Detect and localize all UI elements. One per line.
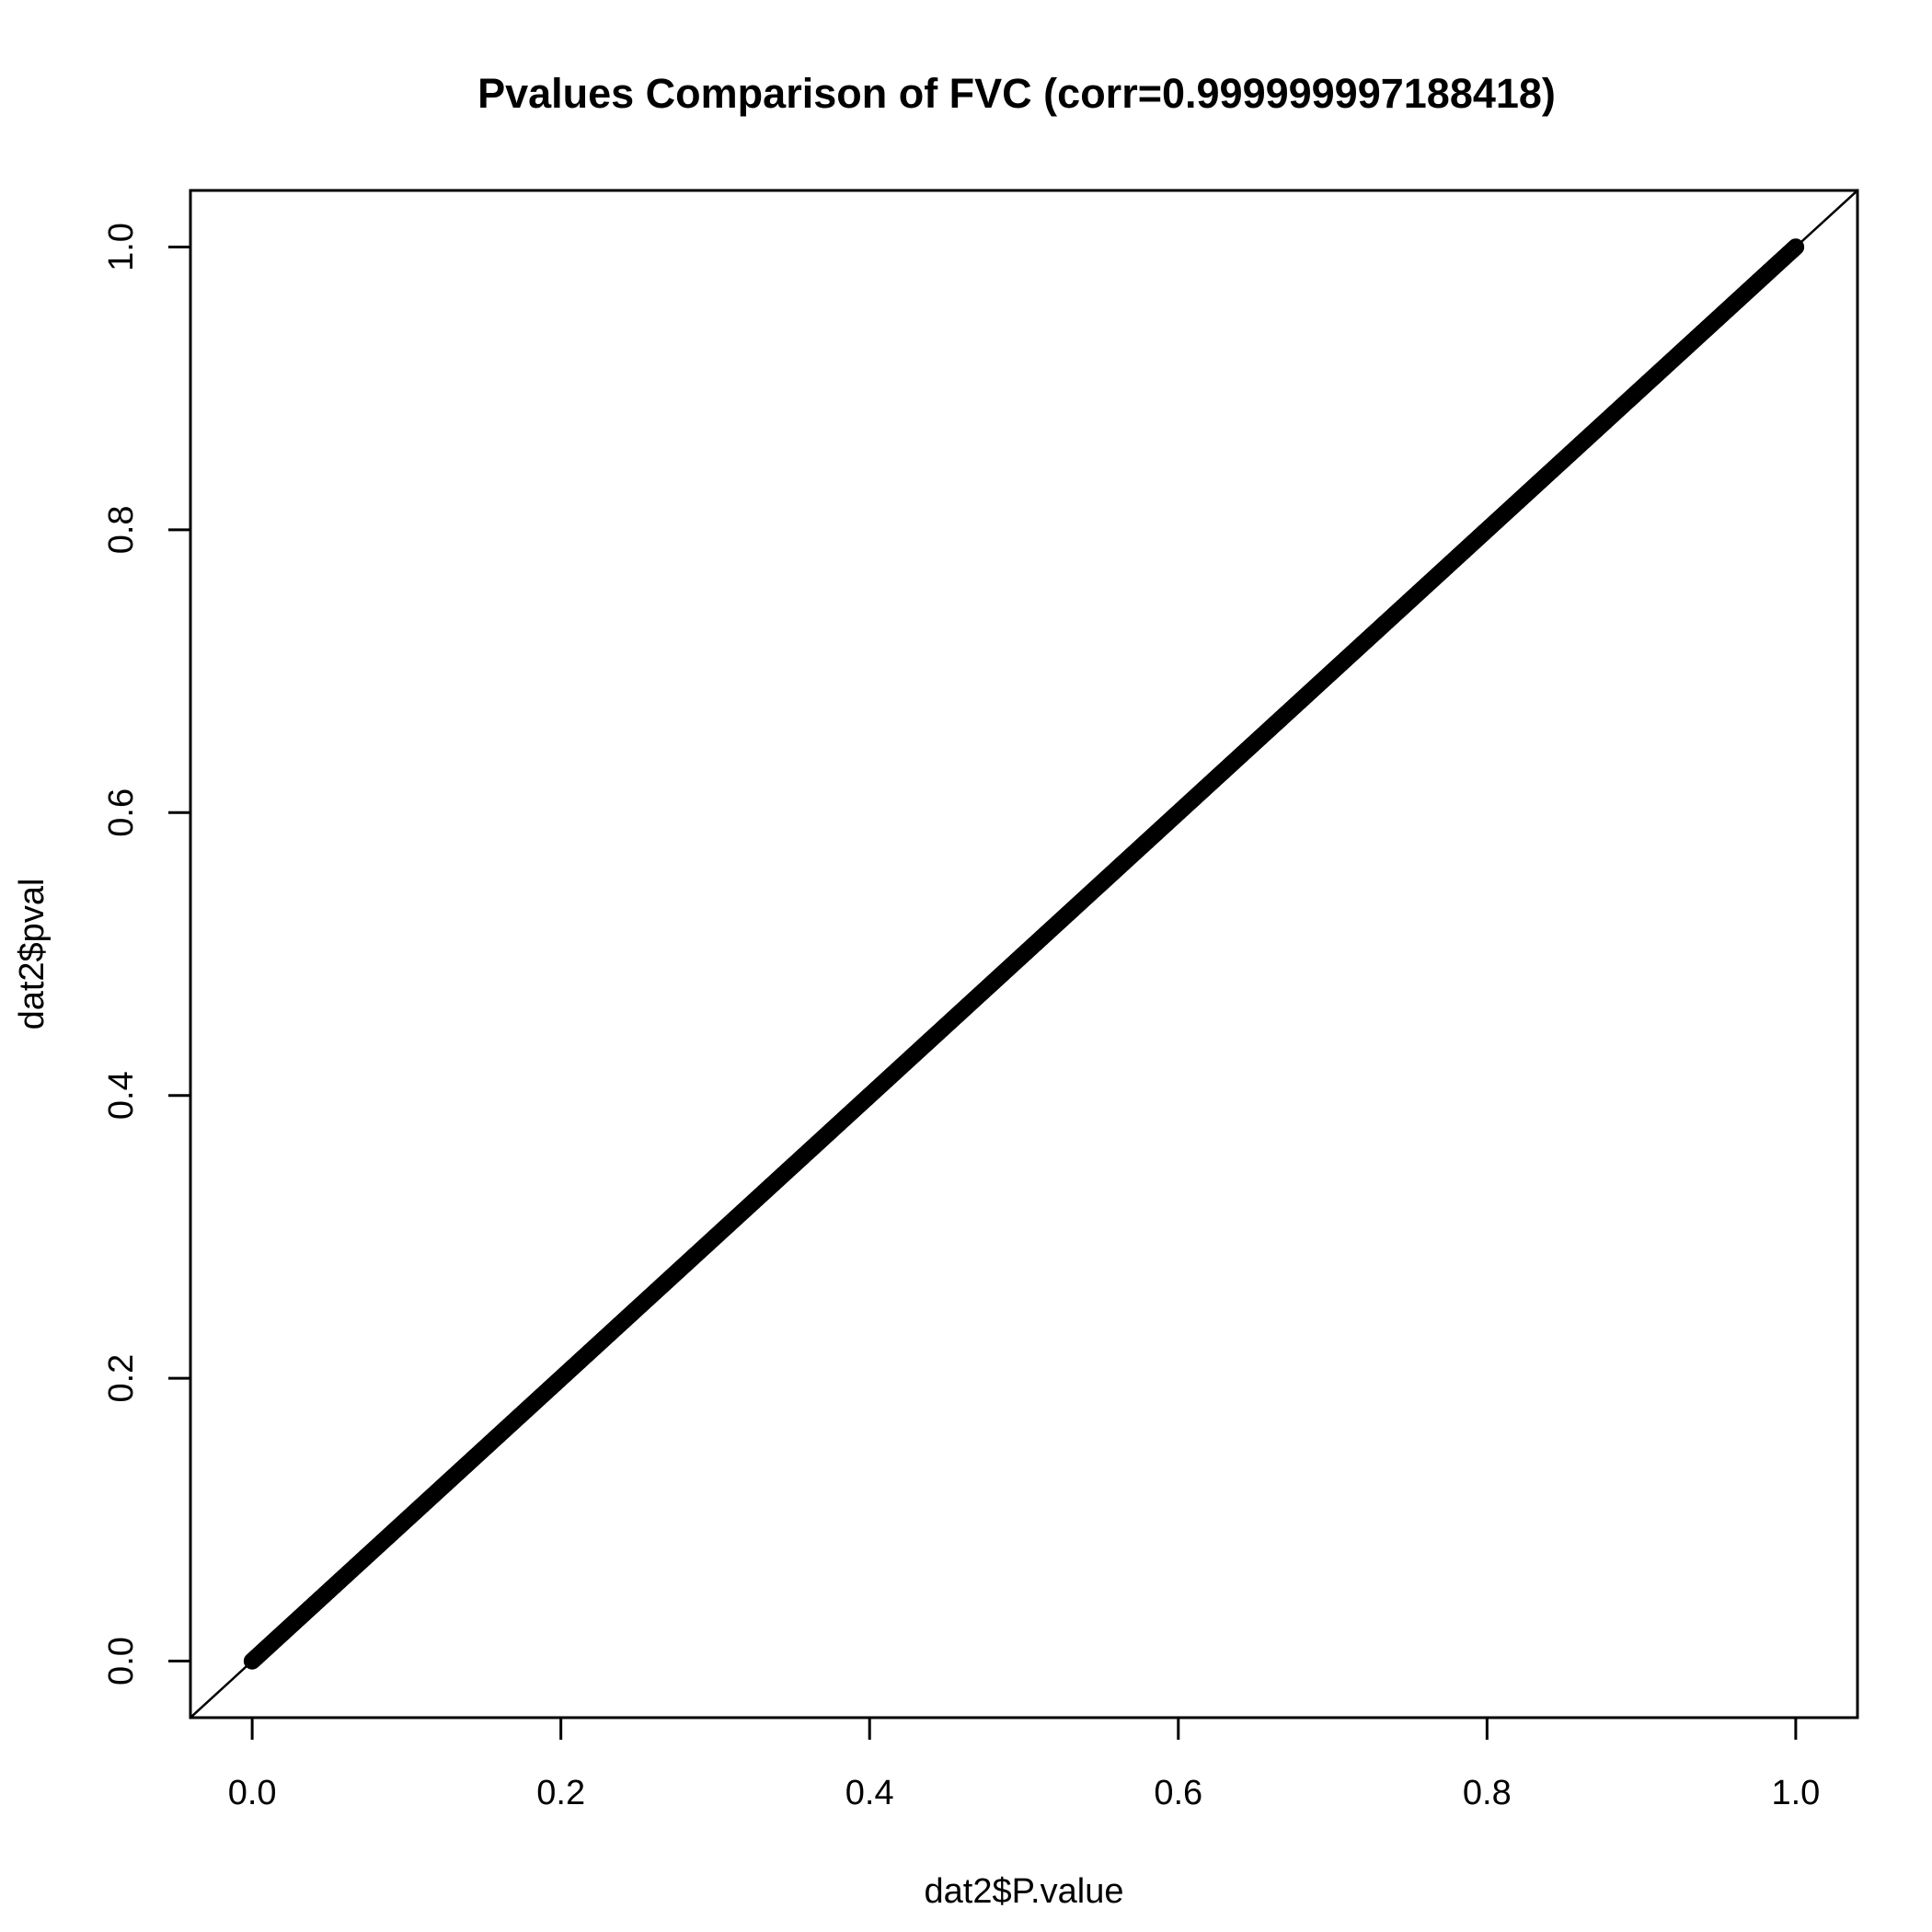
y-tick-label: 0.2 [102,1354,141,1403]
x-tick-label: 0.2 [536,1774,585,1812]
y-tick-label: 0.6 [102,788,141,837]
data-point [1785,239,1803,258]
x-tick-label: 0.8 [1463,1774,1512,1812]
x-axis: 0.0 0.2 0.4 0.6 0.8 1.0 [228,1716,1820,1812]
plot-body [190,190,1857,1718]
data-point [1787,238,1805,256]
x-axis-label: dat2$P.value [925,1872,1124,1911]
x-tick-label: 0.6 [1154,1774,1202,1812]
x-tick-label: 1.0 [1771,1774,1820,1812]
y-axis-label: dat2$pval [13,879,52,1030]
data-point [1782,243,1800,260]
series-0 [243,238,1805,1670]
x-tick-label: 0.4 [845,1774,894,1812]
data-point [1783,241,1801,259]
y-tick-label: 0.4 [102,1071,141,1120]
y-axis: 0.0 0.2 0.4 0.6 0.8 1.0 [102,223,192,1685]
y-tick-label: 1.0 [102,223,141,271]
x-tick-label: 0.0 [228,1774,277,1812]
chart-title: Pvalues Comparison of FVC (corr=0.999999… [477,70,1556,117]
y-tick-label: 0.0 [102,1637,141,1685]
y-tick-label: 0.8 [102,505,141,554]
